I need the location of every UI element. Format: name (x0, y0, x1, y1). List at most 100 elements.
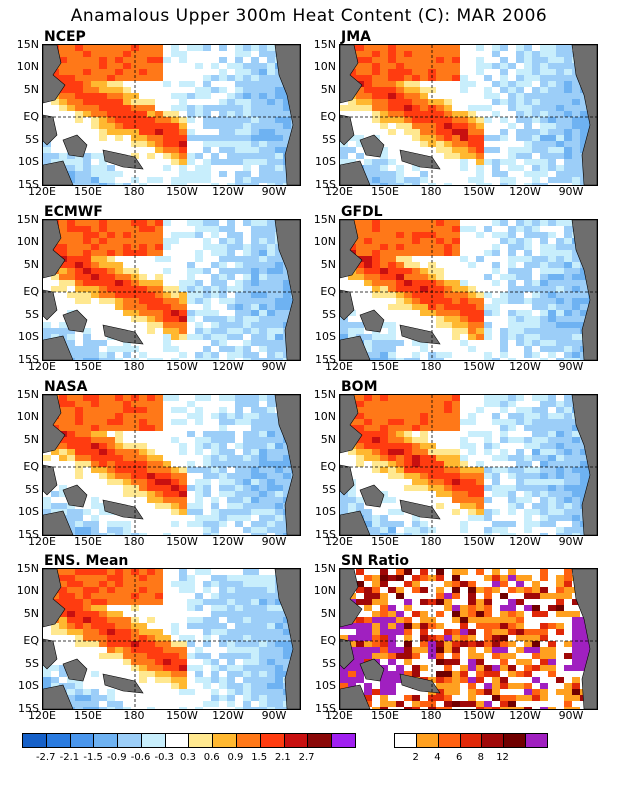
colorbar-label: 8 (477, 752, 485, 763)
map-panel-4 (339, 219, 598, 361)
lon-tick-label: 180 (123, 185, 145, 198)
colorbar-swatch (118, 734, 142, 747)
lat-tick-label: 5N (320, 83, 336, 96)
lon-tick-label: 150E (371, 535, 399, 548)
lat-tick-label: 5S (25, 483, 39, 496)
lon-tick-label: 150W (463, 360, 495, 373)
lon-tick-label: 90W (558, 709, 584, 722)
lon-tick-label: 180 (123, 535, 145, 548)
lon-tick-label: 150W (166, 360, 198, 373)
lat-tick-label: 5S (25, 308, 39, 321)
map-panel-7 (42, 568, 301, 710)
lon-tick-label: 120W (212, 185, 244, 198)
colorbar-label: -2.7 (35, 752, 56, 763)
colorbar-swatch (332, 734, 355, 747)
panel-label: JMA (341, 29, 371, 45)
colorbar-label: 0.3 (180, 752, 196, 763)
lat-tick-label: 5N (320, 607, 336, 620)
lat-tick-label: 10N (16, 235, 39, 248)
map-field (43, 395, 300, 535)
panel-label: NCEP (44, 29, 86, 45)
lon-tick-label: 90W (261, 360, 287, 373)
colorbar-swatch (526, 734, 548, 747)
lon-tick-label: 90W (558, 535, 584, 548)
colorbar-swatch (460, 734, 483, 747)
colorbar-label: 2.7 (298, 752, 315, 763)
colorbar-label: 2 (412, 752, 419, 763)
lon-tick-label: 150E (74, 535, 102, 548)
lon-tick-label: 120E (325, 709, 353, 722)
lon-tick-label: 180 (420, 185, 442, 198)
map-panel-2 (339, 44, 598, 186)
lon-tick-label: 120E (325, 185, 353, 198)
colorbar-label: 4 (434, 752, 441, 763)
lat-tick-label: 5N (23, 433, 39, 446)
lat-tick-label: 5S (322, 133, 336, 146)
colorbar-swatch (23, 734, 47, 747)
lat-tick-label: 10S (315, 330, 336, 343)
lat-tick-label: 5N (320, 258, 336, 271)
anomaly-colorbar (22, 733, 356, 748)
colorbar-label: 6 (455, 752, 463, 763)
lat-tick-label: 10N (313, 60, 336, 73)
lon-tick-label: 150E (74, 185, 102, 198)
lon-tick-label: 180 (123, 709, 145, 722)
map-field (340, 220, 597, 360)
colorbar-swatch (395, 734, 417, 747)
lon-tick-label: 150E (74, 360, 102, 373)
lat-tick-label: 5S (25, 133, 39, 146)
colorbar-swatch (213, 734, 238, 747)
lon-tick-label: 120W (509, 535, 541, 548)
map-panel-6 (339, 394, 598, 536)
lat-tick-label: 15S (18, 353, 39, 366)
colorbar-swatch (237, 734, 261, 747)
colorbar-swatch (504, 734, 527, 747)
lat-tick-label: 5N (320, 433, 336, 446)
lon-tick-label: 90W (261, 185, 287, 198)
colorbar-swatch (46, 734, 71, 747)
lon-tick-label: 120E (325, 535, 353, 548)
colorbar-label: 0.6 (203, 752, 220, 763)
panel-label: BOM (341, 379, 378, 395)
page-title: Anamalous Upper 300m Heat Content (C): M… (70, 6, 548, 26)
map-field (43, 569, 300, 709)
colorbar-label: -1.5 (83, 752, 103, 763)
lat-tick-label: 10S (315, 679, 336, 692)
lon-tick-label: 120E (325, 360, 353, 373)
lon-tick-label: 120W (212, 360, 244, 373)
lon-tick-label: 120E (28, 185, 56, 198)
lat-tick-label: 15S (315, 178, 336, 191)
map-field (340, 395, 597, 535)
lon-tick-label: 90W (558, 360, 584, 373)
lon-tick-label: 120W (509, 185, 541, 198)
lat-tick-label: 5N (23, 607, 39, 620)
lat-tick-label: 15S (315, 353, 336, 366)
lat-tick-label: 10N (16, 584, 39, 597)
lon-tick-label: 120W (212, 709, 244, 722)
lat-tick-label: 5S (322, 483, 336, 496)
lat-tick-label: 10N (16, 410, 39, 423)
lon-tick-label: 180 (420, 709, 442, 722)
map-panel-8 (339, 568, 598, 710)
colorbar-label: 12 (496, 752, 509, 763)
colorbar-label: -0.9 (107, 752, 127, 763)
lon-tick-label: 150W (166, 185, 198, 198)
lat-tick-label: EQ (320, 110, 336, 123)
lat-tick-label: 15N (313, 562, 336, 575)
lat-tick-label: 10S (18, 155, 39, 168)
lon-tick-label: 150E (371, 185, 399, 198)
colorbar-swatch (260, 734, 285, 747)
lat-tick-label: 15N (313, 388, 336, 401)
lat-tick-label: EQ (23, 634, 39, 647)
map-panel-3 (42, 219, 301, 361)
lat-tick-label: 10S (18, 505, 39, 518)
lat-tick-label: 10S (315, 505, 336, 518)
sn-ratio-colorbar (394, 733, 548, 748)
lat-tick-label: 10N (313, 235, 336, 248)
lon-tick-label: 150E (371, 360, 399, 373)
lat-tick-label: EQ (23, 110, 39, 123)
lon-tick-label: 90W (261, 535, 287, 548)
lon-tick-label: 150E (74, 709, 102, 722)
panel-label: ENS. Mean (44, 553, 129, 569)
lat-tick-label: 15S (18, 702, 39, 715)
